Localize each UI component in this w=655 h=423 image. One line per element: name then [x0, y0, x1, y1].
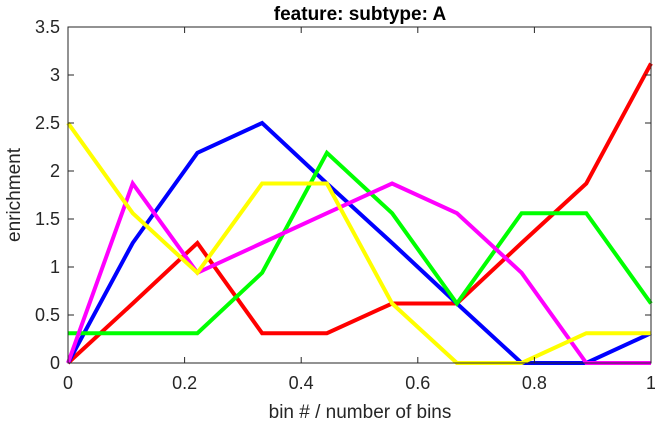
x-tick-label: 0.2 — [172, 373, 197, 393]
y-tick-label: 1.5 — [35, 209, 60, 229]
y-tick-label: 3 — [50, 65, 60, 85]
axes — [67, 26, 652, 364]
y-tick-label: 0 — [50, 353, 60, 373]
y-tick-label: 1 — [50, 257, 60, 277]
series-line-3 — [68, 149, 653, 336]
x-tick-label: 1 — [646, 373, 655, 393]
x-tick-label: 0.8 — [522, 373, 547, 393]
x-tick-label: 0 — [63, 373, 73, 393]
series-line-4 — [66, 179, 651, 365]
y-tick-label: 0.5 — [35, 305, 60, 325]
y-tick-label: 3.5 — [35, 17, 60, 37]
ticks: 0 0.2 0.4 0.6 0.8 1 0 0.5 1 1.5 2 2.5 3 3.5 — [35, 17, 655, 393]
x-axis-label: bin # / number of bins — [269, 402, 452, 423]
chart-title: feature: subtype: A — [274, 4, 447, 25]
y-axis-label: enrichment — [4, 147, 25, 242]
series-layer — [66, 62, 653, 365]
plot-area-frame — [67, 26, 652, 364]
y-tick-label: 2 — [50, 161, 60, 181]
y-tick-label: 2.5 — [35, 113, 60, 133]
series-line-5 — [66, 121, 651, 365]
x-tick-label: 0.4 — [289, 373, 314, 393]
x-tick-label: 0.6 — [405, 373, 430, 393]
